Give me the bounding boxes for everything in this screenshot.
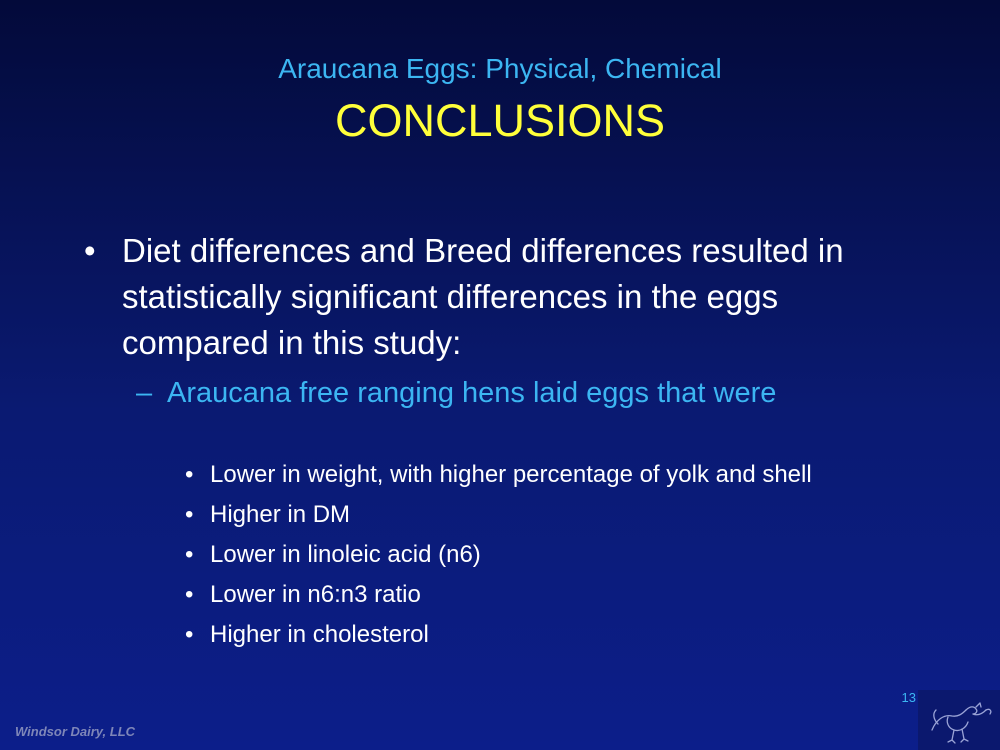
bullet-marker: • <box>185 461 194 488</box>
slide-subtitle: Araucana Eggs: Physical, Chemical <box>278 53 722 84</box>
bullet-marker: • <box>185 621 194 648</box>
list-item-text: Lower in weight, with higher percentage … <box>210 461 812 488</box>
page-number: 13 <box>901 690 916 705</box>
main-bullet-marker: • <box>84 232 96 269</box>
slide-title: CONCLUSIONS <box>334 95 666 146</box>
bullet-marker: • <box>185 581 194 608</box>
list-item-text: Lower in n6:n3 ratio <box>210 581 421 608</box>
sub-bullet-text: Araucana free ranging hens laid eggs tha… <box>167 377 777 409</box>
list-item-text: Higher in DM <box>210 501 351 528</box>
main-bullet-text: Diet differences and Breed differences r… <box>122 232 844 361</box>
bullet-marker: • <box>185 541 194 568</box>
bullet-marker: • <box>185 501 194 528</box>
list-item-text: Lower in linoleic acid (n6) <box>210 541 481 568</box>
list-item-text: Higher in cholesterol <box>210 621 429 648</box>
footer-company-name: Windsor Dairy, LLC <box>15 724 136 739</box>
hen-sketch-icon <box>918 690 1000 750</box>
sub-bullet-marker: – <box>136 377 153 409</box>
